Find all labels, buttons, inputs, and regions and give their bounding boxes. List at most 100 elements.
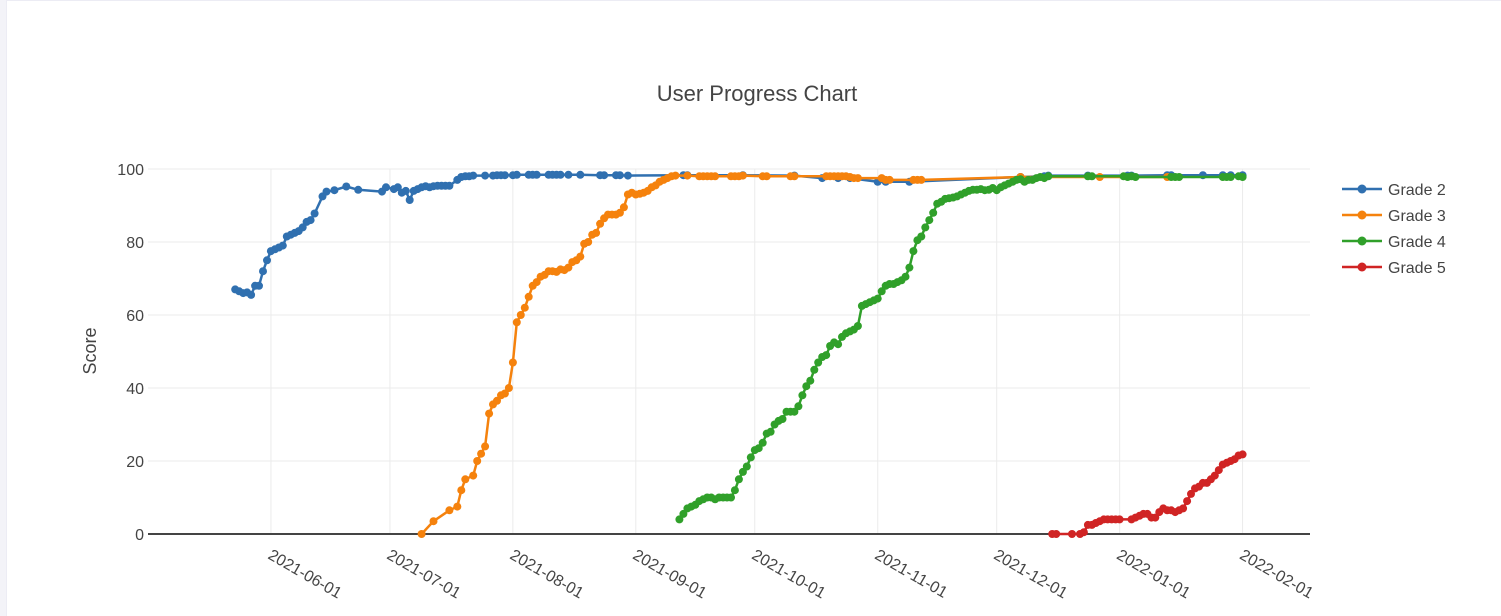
data-point[interactable] (853, 174, 862, 183)
data-point[interactable] (730, 486, 739, 495)
data-point[interactable] (909, 247, 918, 256)
data-point[interactable] (485, 409, 494, 418)
data-point[interactable] (481, 442, 490, 451)
data-point[interactable] (600, 171, 609, 180)
data-point[interactable] (481, 171, 490, 180)
data-point[interactable] (512, 318, 521, 327)
series-grade-2[interactable] (231, 170, 1247, 299)
data-point[interactable] (1238, 173, 1247, 181)
series-line[interactable] (234, 173, 1243, 297)
data-point[interactable] (679, 509, 688, 518)
legend-item[interactable]: Grade 3 (1342, 208, 1446, 225)
data-point[interactable] (742, 462, 751, 471)
data-point[interactable] (1187, 489, 1195, 498)
data-point[interactable] (1226, 173, 1235, 181)
legend-item[interactable]: Grade 2 (1342, 182, 1446, 199)
data-point[interactable] (1087, 172, 1096, 181)
data-point[interactable] (746, 453, 755, 462)
data-point[interactable] (615, 208, 624, 217)
data-point[interactable] (1151, 513, 1160, 522)
data-point[interactable] (504, 384, 513, 392)
data-point[interactable] (1079, 528, 1088, 537)
data-point[interactable] (901, 272, 910, 281)
data-point[interactable] (1068, 530, 1076, 538)
data-point[interactable] (806, 376, 815, 385)
data-point[interactable] (516, 311, 525, 319)
data-point[interactable] (738, 171, 747, 180)
data-point[interactable] (322, 187, 331, 196)
data-point[interactable] (401, 186, 410, 195)
data-point[interactable] (917, 175, 926, 184)
data-point[interactable] (330, 186, 339, 195)
data-point[interactable] (1115, 515, 1124, 524)
data-point[interactable] (929, 208, 938, 217)
data-point[interactable] (405, 196, 414, 204)
data-point[interactable] (1175, 173, 1184, 181)
data-point[interactable] (734, 475, 743, 484)
data-point[interactable] (675, 515, 684, 524)
data-point[interactable] (790, 172, 799, 181)
data-point[interactable] (520, 303, 529, 312)
data-point[interactable] (1052, 530, 1061, 538)
data-point[interactable] (794, 402, 803, 411)
data-point[interactable] (802, 382, 811, 391)
data-point[interactable] (905, 263, 914, 272)
data-point[interactable] (917, 232, 926, 241)
data-point[interactable] (354, 185, 363, 194)
data-point[interactable] (925, 216, 934, 225)
data-point[interactable] (500, 389, 509, 398)
data-point[interactable] (584, 238, 593, 246)
data-point[interactable] (508, 358, 517, 367)
data-point[interactable] (477, 449, 486, 458)
data-point[interactable] (766, 427, 775, 436)
data-point[interactable] (822, 351, 831, 360)
data-point[interactable] (592, 228, 601, 237)
data-point[interactable] (461, 475, 470, 484)
data-point[interactable] (1238, 450, 1247, 459)
data-point[interactable] (711, 172, 720, 181)
data-point[interactable] (473, 457, 482, 465)
data-point[interactable] (255, 281, 263, 290)
data-point[interactable] (814, 358, 823, 367)
data-point[interactable] (727, 493, 735, 502)
data-point[interactable] (778, 415, 787, 423)
data-point[interactable] (885, 175, 894, 184)
series-grade-3[interactable] (417, 171, 1172, 538)
data-point[interactable] (853, 322, 862, 330)
data-point[interactable] (457, 486, 466, 495)
data-point[interactable] (500, 171, 509, 180)
data-point[interactable] (493, 396, 501, 405)
series-line[interactable] (678, 175, 1243, 521)
data-point[interactable] (564, 170, 573, 179)
data-point[interactable] (556, 170, 565, 179)
data-point[interactable] (469, 471, 478, 480)
data-point[interactable] (671, 171, 680, 180)
data-point[interactable] (877, 287, 886, 296)
series-grade-5[interactable] (1048, 450, 1247, 538)
data-point[interactable] (429, 517, 438, 526)
data-point[interactable] (576, 170, 585, 179)
data-point[interactable] (1044, 172, 1053, 181)
data-point[interactable] (247, 290, 256, 299)
data-point[interactable] (1214, 466, 1223, 475)
data-point[interactable] (619, 203, 628, 212)
data-point[interactable] (445, 506, 454, 515)
data-point[interactable] (873, 294, 882, 303)
data-point[interactable] (834, 340, 843, 349)
legend-item[interactable]: Grade 4 (1342, 234, 1446, 251)
series-grade-4[interactable] (675, 172, 1247, 524)
data-point[interactable] (576, 252, 585, 261)
data-point[interactable] (512, 170, 521, 179)
data-point[interactable] (310, 209, 319, 218)
data-point[interactable] (306, 216, 315, 225)
data-point[interactable] (453, 502, 462, 511)
data-point[interactable] (683, 171, 692, 180)
data-point[interactable] (758, 438, 767, 447)
data-point[interactable] (596, 219, 605, 228)
data-point[interactable] (382, 183, 390, 192)
data-point[interactable] (1183, 497, 1192, 506)
data-point[interactable] (445, 181, 454, 190)
data-point[interactable] (469, 171, 478, 180)
legend[interactable]: Grade 2 Grade 3 Grade 4 Grade 5 (1342, 182, 1446, 277)
data-point[interactable] (417, 530, 426, 538)
